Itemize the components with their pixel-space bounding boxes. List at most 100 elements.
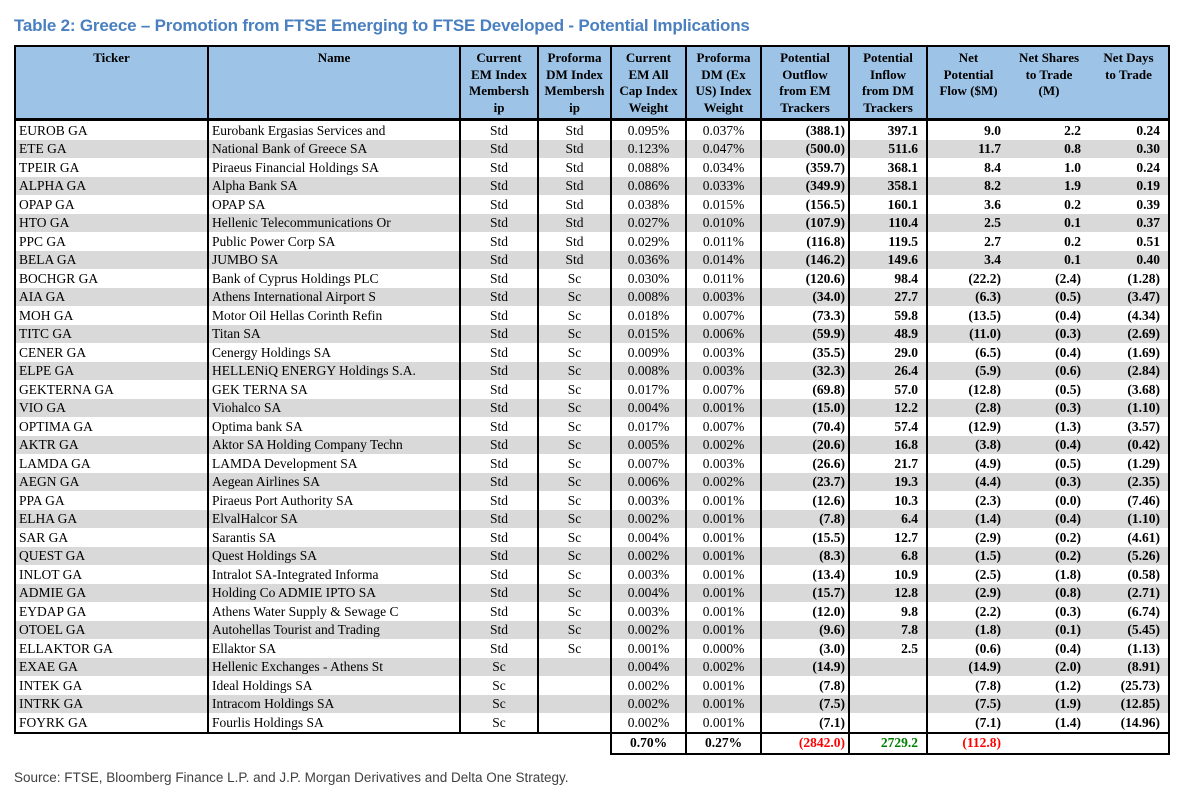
cell-current-em-membership: Std (459, 435, 538, 454)
cell-potential-outflow: (7.1) (760, 713, 849, 733)
cell-net-days-to-trade: (5.26) (1127, 548, 1160, 564)
cell-potential-inflow: 511.6 (848, 139, 927, 158)
cell-name: Fourlis Holdings SA (207, 713, 460, 733)
cell-ticker: SAR GA (19, 529, 69, 545)
cell-name: Aktor SA Holding Company Techn (207, 435, 460, 454)
table-row: BOCHGR GA Bank of Cyprus Holdings PLC Std S… (15, 269, 1169, 288)
cell-net-shares-to-trade: (0.1) (1055, 622, 1081, 638)
cell-net-shares-to-trade: (1.9) (1055, 696, 1081, 712)
cell-proforma-dm-membership: Sc (537, 398, 611, 417)
cell-current-em-membership: Std (459, 417, 538, 436)
cell-net-days-to-trade: 0.30 (1136, 141, 1160, 157)
cell-net-potential-flow: (4.4) (926, 472, 1009, 491)
cell-net-days-to-trade: (14.96) (1120, 714, 1160, 730)
cell-name: Quest Holdings SA (207, 546, 460, 565)
cell-net-days-to-trade: (25.73) (1120, 677, 1160, 693)
cell-net-potential-flow: (14.9) (926, 657, 1009, 676)
table-row: AKTR GA Aktor SA Holding Company Techn Std… (15, 435, 1169, 454)
table-row: GEKTERNA GA GEK TERNA SA Std Sc 0.017% 0.007%… (15, 380, 1169, 399)
cell-net-potential-flow: (2.2) (926, 602, 1009, 621)
table-row: ALPHA GA Alpha Bank SA Std Std 0.086% 0.033%(… (15, 176, 1169, 195)
cell-ticker: ELLAKTOR GA (19, 640, 113, 656)
cell-current-em-weight: 0.001% (610, 639, 686, 658)
cell-ticker: LAMDA GA (19, 455, 91, 471)
table-row: ELLAKTOR GA Ellaktor SA Std Sc 0.001% 0.000%(… (15, 639, 1169, 658)
table-row: PPA GA Piraeus Port Authority SA Std Sc 0.00… (15, 491, 1169, 510)
table-row: ADMIE GA Holding Co ADMIE IPTO SA Std Sc 0.0… (15, 583, 1169, 602)
column-header-net-potential-flow: Net Potential Flow ($M) (926, 46, 1009, 121)
cell-current-em-weight: 0.036% (610, 250, 686, 269)
cell-ticker: ELPE GA (19, 363, 75, 379)
cell-proforma-dm-weight: 0.000% (685, 639, 761, 658)
cell-name: Intracom Holdings SA (207, 694, 460, 713)
cell-proforma-dm-membership: Sc (537, 472, 611, 491)
cell-proforma-dm-weight: 0.011% (685, 269, 761, 288)
cell-net-shares-to-trade: (1.4) (1055, 714, 1081, 730)
cell-name: LAMDA Development SA (207, 454, 460, 473)
cell-potential-inflow: 10.9 (848, 565, 927, 584)
cell-current-em-weight: 0.017% (610, 417, 686, 436)
table-row: SAR GA Sarantis SA Std Sc 0.004% 0.001% (15.5)… (15, 528, 1169, 547)
cell-ticker: EXAE GA (19, 659, 78, 675)
cell-proforma-dm-membership: Std (537, 158, 611, 177)
cell-net-days-to-trade: (1.69) (1127, 344, 1160, 360)
cell-proforma-dm-membership: Std (537, 176, 611, 195)
cell-current-em-membership: Std (459, 343, 538, 362)
total-cell-proforma-dm-weight: 0.27% (685, 733, 761, 754)
cell-net-potential-flow: (3.8) (926, 435, 1009, 454)
cell-ticker: MOH GA (19, 307, 74, 323)
cell-net-potential-flow: (2.8) (926, 398, 1009, 417)
cell-proforma-dm-membership: Sc (537, 620, 611, 639)
cell-current-em-membership: Std (459, 250, 538, 269)
cell-net-potential-flow: (12.8) (926, 380, 1009, 399)
cell-proforma-dm-weight: 0.001% (685, 546, 761, 565)
column-header-proforma-dm-membership: Proforma DM Index Membersh ip (537, 46, 611, 121)
cell-proforma-dm-membership: Sc (537, 417, 611, 436)
cell-current-em-membership: Sc (459, 713, 538, 733)
cell-net-potential-flow: 2.7 (926, 232, 1009, 251)
cell-proforma-dm-weight: 0.001% (685, 398, 761, 417)
cell-current-em-membership: Std (459, 380, 538, 399)
cell-net-days-to-trade: (2.84) (1127, 363, 1160, 379)
cell-net-shares-to-trade: (0.5) (1055, 289, 1081, 305)
cell-proforma-dm-membership (537, 657, 611, 676)
cell-current-em-weight: 0.004% (610, 657, 686, 676)
cell-current-em-weight: 0.004% (610, 398, 686, 417)
cell-current-em-weight: 0.002% (610, 509, 686, 528)
cell-name: Ideal Holdings SA (207, 676, 460, 695)
cell-potential-inflow: 57.4 (848, 417, 927, 436)
table-row: INTRK GA Intracom Holdings SA Sc 0.002% 0.00… (15, 694, 1169, 713)
cell-potential-inflow: 119.5 (848, 232, 927, 251)
cell-potential-inflow: 26.4 (848, 361, 927, 380)
cell-net-potential-flow: 11.7 (926, 139, 1009, 158)
cell-potential-outflow: (15.0) (760, 398, 849, 417)
cell-ticker: BOCHGR GA (19, 270, 99, 286)
cell-proforma-dm-membership (537, 713, 611, 733)
implications-table: Ticker Name Current EM Index Membersh ip Pr… (14, 45, 1170, 734)
cell-current-em-membership: Std (459, 620, 538, 639)
cell-potential-outflow: (146.2) (760, 250, 849, 269)
cell-net-shares-to-trade: 0.1 (1064, 215, 1081, 231)
table-row: CENER GA Cenergy Holdings SA Std Sc 0.009% 0.… (15, 343, 1169, 362)
cell-potential-inflow: 6.8 (848, 546, 927, 565)
cell-potential-inflow (848, 676, 927, 695)
cell-potential-outflow: (35.5) (760, 343, 849, 362)
cell-ticker: ALPHA GA (19, 178, 87, 194)
cell-proforma-dm-weight: 0.047% (685, 139, 761, 158)
cell-proforma-dm-weight: 0.001% (685, 509, 761, 528)
cell-proforma-dm-membership: Std (537, 213, 611, 232)
cell-potential-outflow: (116.8) (760, 232, 849, 251)
cell-proforma-dm-weight: 0.001% (685, 694, 761, 713)
cell-current-em-weight: 0.008% (610, 287, 686, 306)
cell-current-em-weight: 0.004% (610, 528, 686, 547)
cell-name: OPAP SA (207, 195, 460, 214)
cell-potential-outflow: (500.0) (760, 139, 849, 158)
cell-potential-inflow: 16.8 (848, 435, 927, 454)
cell-name: Aegean Airlines SA (207, 472, 460, 491)
cell-ticker: OPAP GA (19, 196, 75, 212)
table-row: EUROB GA Eurobank Ergasias Services and St… (15, 119, 1169, 140)
cell-current-em-membership: Std (459, 158, 538, 177)
cell-net-shares-to-trade: (0.8) (1055, 585, 1081, 601)
cell-proforma-dm-weight: 0.003% (685, 343, 761, 362)
